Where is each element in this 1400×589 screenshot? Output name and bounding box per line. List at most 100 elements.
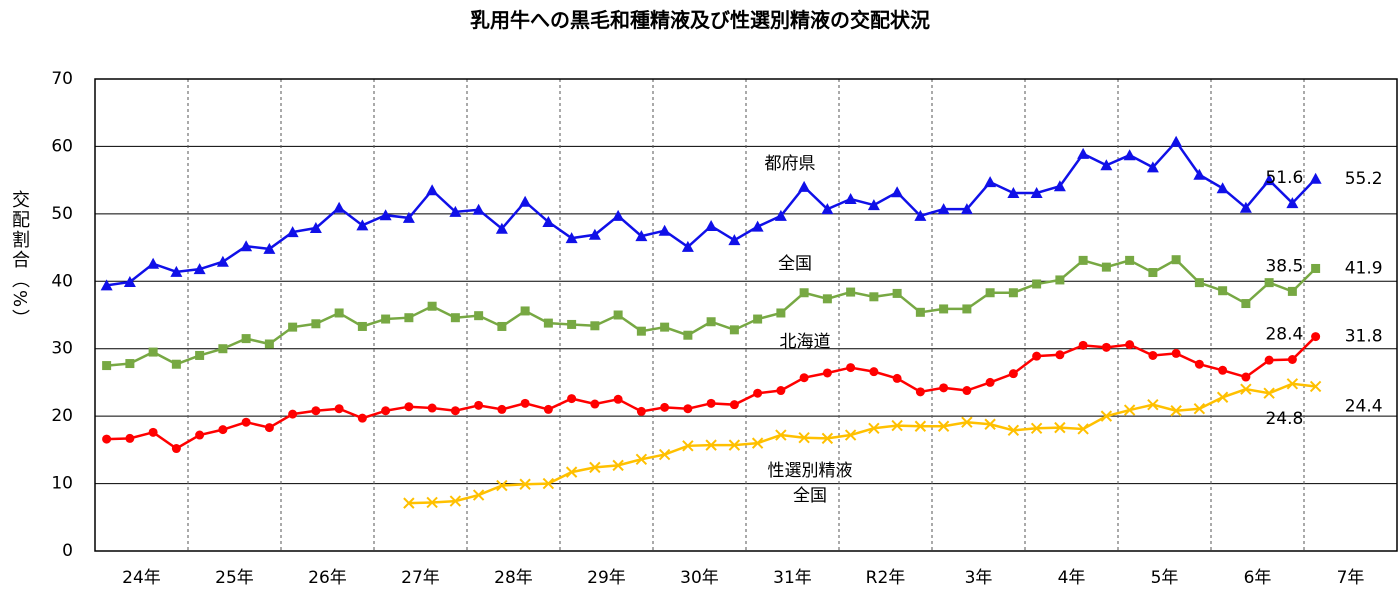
marker: [565, 466, 578, 478]
marker: [1077, 423, 1089, 435]
marker: [683, 404, 693, 414]
marker: [495, 222, 508, 234]
marker: [914, 420, 927, 432]
marker: [450, 313, 460, 323]
marker: [869, 292, 879, 302]
marker: [962, 304, 972, 314]
y-tick-label: 30: [51, 339, 73, 359]
marker: [1054, 421, 1066, 434]
marker: [729, 325, 739, 335]
marker: [1100, 410, 1113, 422]
marker: [891, 186, 904, 198]
marker: [984, 176, 997, 188]
x-tick-label: 31年: [773, 568, 812, 588]
marker: [1125, 255, 1135, 265]
x-tick-label: 7年: [1337, 568, 1365, 588]
marker: [1241, 299, 1251, 309]
marker: [1194, 278, 1204, 288]
marker: [961, 416, 973, 428]
marker: [822, 368, 832, 378]
x-tick-label: 27年: [401, 568, 440, 588]
y-tick-label: 60: [51, 136, 73, 156]
marker: [357, 321, 367, 331]
marker: [311, 406, 321, 416]
series-line: [106, 258, 1317, 367]
marker: [218, 425, 228, 435]
marker: [985, 288, 995, 298]
x-tick-label: 29年: [587, 568, 626, 588]
marker: [914, 209, 927, 221]
marker: [195, 430, 205, 440]
data-label: 31.8: [1345, 327, 1383, 347]
marker: [1147, 398, 1159, 411]
marker: [1007, 186, 1020, 198]
marker: [426, 184, 439, 196]
marker: [612, 459, 624, 472]
marker: [1239, 201, 1252, 213]
marker: [1171, 348, 1181, 358]
marker: [844, 193, 857, 205]
marker: [937, 203, 950, 215]
marker: [449, 205, 462, 217]
series-label: 北海道: [779, 332, 831, 352]
marker: [821, 203, 834, 215]
marker: [100, 279, 113, 291]
marker: [125, 433, 135, 443]
marker: [402, 211, 415, 223]
y-tick-label: 50: [51, 204, 73, 224]
marker: [218, 344, 228, 354]
marker: [102, 434, 112, 444]
marker: [193, 263, 206, 275]
marker: [1032, 279, 1042, 289]
marker: [263, 242, 276, 254]
y-tick-label: 70: [51, 69, 73, 89]
marker: [660, 402, 670, 412]
marker: [868, 422, 880, 434]
marker: [751, 220, 764, 232]
series-label: 全国: [778, 254, 812, 274]
marker: [1008, 369, 1018, 379]
marker: [1286, 378, 1299, 390]
marker: [1287, 286, 1297, 296]
marker: [590, 321, 600, 331]
marker: [613, 394, 623, 404]
marker: [427, 403, 437, 413]
marker: [240, 240, 253, 252]
marker: [123, 275, 136, 287]
marker: [381, 406, 391, 416]
marker: [1123, 404, 1136, 416]
marker: [1286, 197, 1299, 209]
marker: [520, 398, 530, 408]
marker: [497, 404, 507, 414]
x-tick-label: 28年: [494, 568, 533, 588]
marker: [519, 478, 531, 490]
marker: [1101, 342, 1111, 352]
marker: [334, 404, 344, 414]
marker: [496, 479, 508, 492]
marker: [1077, 147, 1090, 159]
marker: [125, 359, 135, 369]
y-tick-label: 20: [51, 406, 73, 426]
marker: [1125, 340, 1135, 350]
x-tick-label: R2年: [866, 568, 906, 588]
marker: [1032, 351, 1042, 361]
marker: [171, 444, 181, 454]
marker: [1171, 255, 1181, 265]
y-axis-label: 交配割合（%）: [9, 190, 30, 330]
marker: [1241, 372, 1251, 382]
marker: [636, 406, 646, 416]
marker: [1078, 340, 1088, 350]
marker: [751, 437, 764, 449]
marker: [334, 308, 344, 318]
marker: [660, 322, 670, 332]
marker: [776, 308, 786, 318]
marker: [1218, 365, 1228, 375]
marker: [1148, 268, 1158, 278]
marker: [706, 317, 716, 327]
marker: [195, 350, 205, 360]
marker: [567, 394, 577, 404]
marker: [171, 359, 181, 369]
marker: [939, 304, 949, 314]
marker: [984, 418, 996, 430]
